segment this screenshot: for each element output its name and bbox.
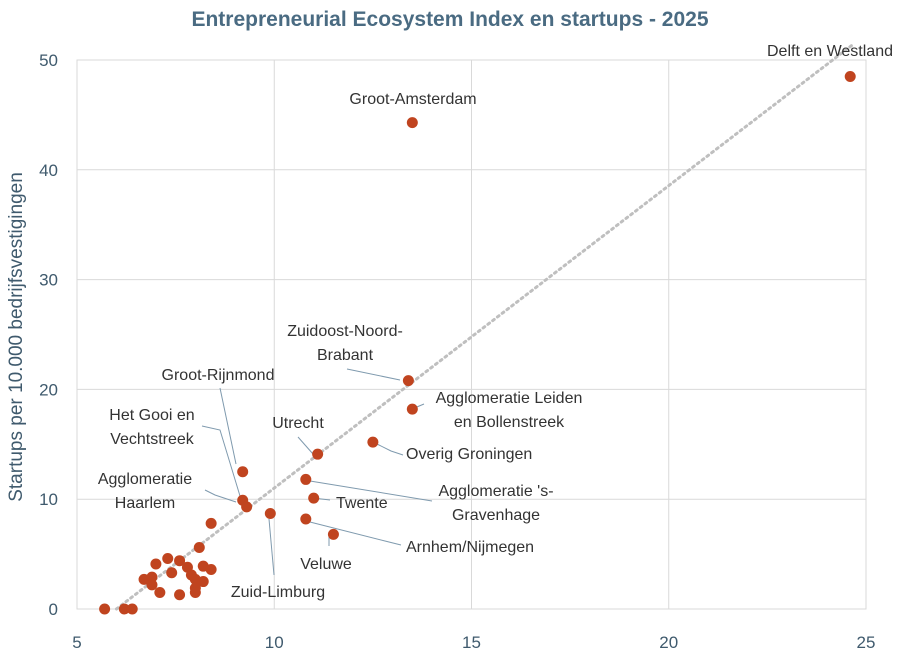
data-point	[406, 403, 418, 415]
region-annotation: Utrecht	[272, 415, 324, 432]
region-annotation: Delft en Westland	[767, 43, 893, 60]
x-tick-label: 25	[857, 633, 876, 652]
annotation-leader-line	[376, 443, 404, 456]
annotation-leaders	[201, 368, 433, 576]
annotation-line: Agglomeratie	[98, 471, 192, 488]
axis-ticks: 5 10 15 20 25 0 10 20 30 40 50	[39, 51, 875, 652]
x-tick-label: 5	[72, 633, 81, 652]
data-point	[154, 587, 166, 599]
y-axis-label: Startups per 10.000 bedrijfsvestigingen	[6, 172, 27, 502]
data-point	[150, 558, 162, 570]
region-annotation: Zuid-Limburg	[231, 584, 325, 601]
grid	[76, 59, 867, 610]
x-tick-label: 10	[265, 633, 284, 652]
annotation-leader-line	[204, 489, 237, 503]
annotation-line: Agglomeratie Leiden	[436, 390, 583, 407]
annotation-line: Groot-Amsterdam	[349, 91, 476, 108]
data-point	[205, 517, 217, 529]
y-tick-label: 20	[39, 380, 58, 399]
annotation-line: Twente	[336, 495, 388, 512]
data-point	[174, 555, 186, 567]
annotation-line: Het Gooi en	[109, 407, 194, 424]
annotation-line: Groot-Rijnmond	[162, 367, 275, 384]
data-point	[118, 603, 130, 615]
data-point	[146, 571, 158, 583]
region-annotation: Agglomeratie Haarlem	[98, 471, 192, 512]
data-point	[162, 552, 174, 564]
region-annotation: Twente	[336, 495, 388, 512]
data-point	[193, 542, 205, 554]
data-point	[300, 473, 312, 485]
data-point	[327, 528, 339, 540]
data-point	[237, 466, 249, 478]
data-point	[146, 579, 158, 591]
y-tick-label: 30	[39, 271, 58, 290]
annotation-line: Overig Groningen	[406, 446, 532, 463]
data-point	[312, 448, 324, 460]
annotation-leader-line	[219, 387, 237, 465]
data-point	[174, 589, 186, 601]
data-point	[402, 375, 414, 387]
annotation-line: Veluwe	[300, 556, 352, 573]
x-tick-label: 15	[462, 633, 481, 652]
annotation-line: Delft en Westland	[767, 43, 893, 60]
annotation-line: Zuidoost-Noord-	[287, 323, 403, 340]
data-point	[241, 501, 253, 513]
x-tick-label: 20	[659, 633, 678, 652]
annotation-line: Haarlem	[115, 495, 175, 512]
region-annotation: Zuidoost-Noord- Brabant	[287, 323, 403, 364]
annotations: Delft en Westland Groot-Amsterdam Zuidoost…	[98, 43, 893, 601]
data-point	[844, 70, 856, 82]
data-point	[205, 563, 217, 575]
annotation-line: Vechtstreek	[110, 431, 195, 448]
annotation-leader-line	[346, 368, 401, 381]
data-point	[308, 492, 320, 504]
data-point	[126, 603, 138, 615]
region-annotation: Groot-Amsterdam	[349, 91, 476, 108]
annotation-line: en Bollenstreek	[454, 414, 565, 431]
data-point	[406, 117, 418, 129]
y-tick-label: 0	[49, 600, 58, 619]
annotation-line: Agglomeratie 's-	[438, 483, 553, 500]
region-annotation: Groot-Rijnmond	[162, 367, 275, 384]
data-points	[99, 70, 856, 615]
y-tick-label: 10	[39, 490, 58, 509]
y-tick-label: 40	[39, 161, 58, 180]
data-point	[197, 576, 209, 588]
annotation-leader-line	[297, 436, 314, 455]
region-annotation: Het Gooi en Vechtstreek	[109, 407, 194, 448]
chart-title: Entrepreneurial Ecosystem Index en start…	[191, 8, 708, 31]
trendline	[114, 42, 856, 611]
region-annotation: Veluwe	[300, 556, 352, 573]
annotation-leader-line	[305, 520, 402, 546]
annotation-line: Zuid-Limburg	[231, 584, 325, 601]
data-point	[300, 513, 312, 525]
annotation-line: Gravenhage	[452, 507, 540, 524]
data-point	[189, 587, 201, 599]
data-point	[367, 436, 379, 448]
data-point	[99, 603, 111, 615]
region-annotation: Agglomeratie 's- Gravenhage	[438, 483, 553, 524]
annotation-leader-line	[201, 425, 241, 497]
y-tick-label: 50	[39, 51, 58, 70]
data-point	[166, 567, 178, 579]
plot-frame	[76, 59, 867, 610]
data-point	[264, 507, 276, 519]
annotation-leader-line	[268, 518, 275, 576]
annotation-leader-line	[309, 480, 433, 502]
annotation-line: Arnhem/Nijmegen	[406, 539, 534, 556]
region-annotation: Overig Groningen	[406, 446, 532, 463]
region-annotation: Arnhem/Nijmegen	[406, 539, 534, 556]
region-annotation: Agglomeratie Leiden en Bollenstreek	[436, 390, 583, 431]
annotation-line: Brabant	[317, 347, 374, 364]
annotation-line: Utrecht	[272, 415, 324, 432]
